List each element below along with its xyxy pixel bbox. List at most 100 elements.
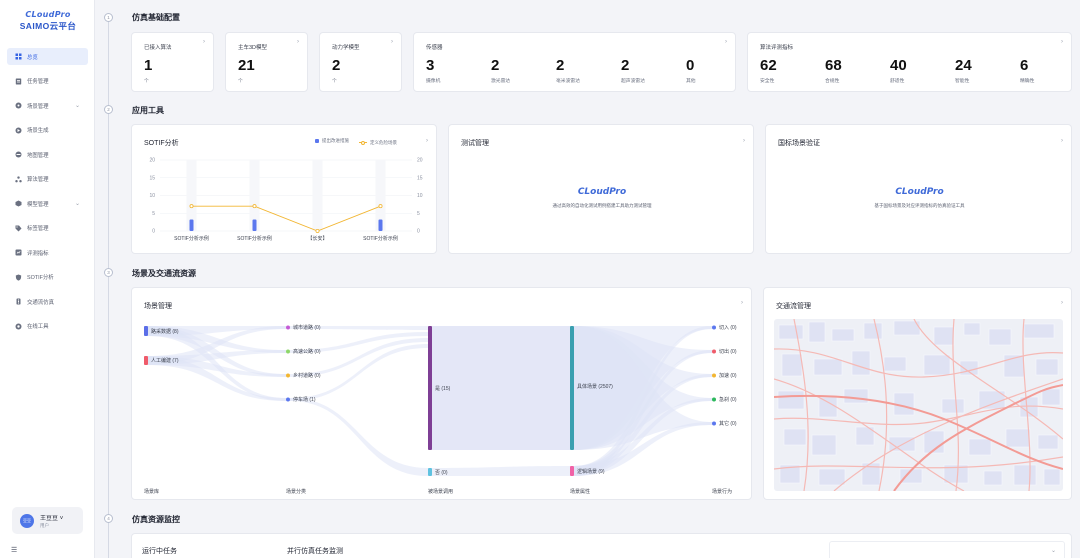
card-title: 测试管理 (461, 140, 489, 147)
chevron-right-icon[interactable]: › (426, 138, 428, 144)
chevron-right-icon[interactable]: › (1061, 138, 1063, 144)
chevron-right-icon[interactable]: › (1061, 300, 1063, 306)
shield-icon (15, 274, 22, 281)
bar-improve[interactable] (252, 219, 257, 231)
card-sensors[interactable]: 传感器 › 3 摄像机 2 激光雷达 2 毫米波雷达 2 超声波雷达 0 其他 (413, 32, 736, 92)
stat-label: 超声波雷达 (621, 79, 645, 84)
chevron-right-icon[interactable]: › (743, 138, 745, 144)
legend-item-danger[interactable]: 定义危险场景 (358, 140, 397, 146)
sidebar-item-0[interactable]: 总览 (7, 48, 88, 65)
sankey-node-category[interactable] (286, 397, 290, 402)
chevron-right-icon[interactable]: › (297, 39, 299, 45)
sankey-node-behavior[interactable] (712, 421, 716, 426)
line-point[interactable] (189, 204, 194, 209)
sidebar-item-label: 场景管理 (27, 103, 49, 110)
card-label: 动力学模型 (332, 45, 360, 51)
stat-value: 68 (825, 57, 842, 74)
sankey-node-lib[interactable] (144, 356, 148, 365)
sankey-link (432, 326, 570, 450)
menu-collapse-icon[interactable]: ☰ (11, 547, 18, 554)
card-traffic-flow[interactable]: 交通流管理 › (763, 287, 1072, 500)
bar-background (249, 160, 260, 231)
cloudpro-logo: CLoudPro (895, 187, 944, 197)
legend-item-improve[interactable]: 提出改进措施 (315, 138, 349, 144)
step-indicator-2: 2 (104, 105, 113, 114)
sankey-node-called[interactable] (428, 468, 432, 476)
chevron-down-icon[interactable]: ⌄ (74, 103, 80, 109)
sidebar-item-1[interactable]: 任务管理 (7, 73, 88, 90)
line-point[interactable] (378, 204, 383, 209)
sankey-node-lib[interactable] (144, 326, 148, 336)
card-3d-models[interactable]: 主车3D模型 › 21 个 (225, 32, 308, 92)
bar-improve[interactable] (378, 219, 383, 231)
stat-label: 其他 (686, 79, 696, 84)
sidebar-item-11[interactable]: 在线工具 (7, 318, 88, 335)
sidebar-item-2[interactable]: 场景管理 ⌄ (7, 97, 88, 114)
sidebar-item-7[interactable]: 标签管理 (7, 220, 88, 237)
section-title-basic-config: 仿真基础配置 (132, 13, 180, 22)
task-icon (15, 78, 22, 85)
card-label: 主车3D模型 (238, 45, 268, 51)
section-title-monitor: 仿真资源监控 (132, 515, 180, 524)
x-tick-label: 【长安】 (307, 235, 327, 242)
chevron-down-icon: ⌄ (1050, 548, 1056, 554)
model-icon (15, 200, 22, 207)
line-point[interactable] (315, 229, 320, 234)
sankey-node-called[interactable] (428, 326, 432, 450)
sankey-label: 急刹 (0) (719, 396, 737, 403)
stat-label: 精确性 (1020, 79, 1035, 84)
sankey-node-category[interactable] (286, 349, 290, 354)
bar-background (312, 160, 323, 231)
card-algorithms[interactable]: 已接入算法 › 1 个 (131, 32, 214, 92)
card-label: 传感器 (426, 45, 443, 51)
card-title: 国标场景验证 (778, 140, 820, 147)
chevron-right-icon[interactable]: › (391, 39, 393, 45)
sidebar-item-3[interactable]: 场景生成 (7, 122, 88, 139)
card-test-management[interactable]: 测试管理 › CLoudPro 通过高效的自动化测试用例搭建工具助力测试管理 (448, 124, 754, 254)
monitor-filter-input[interactable]: ⌄ (829, 541, 1065, 558)
sidebar-item-label: 总览 (27, 54, 38, 61)
x-tick-label: SOTIF分析示例 (363, 235, 398, 242)
card-title: 场景管理 (144, 303, 172, 310)
sankey-node-behavior[interactable] (712, 373, 716, 378)
sankey-node-behavior[interactable] (712, 349, 716, 354)
user-card[interactable]: 豆豆 王豆豆 ˅ 用户 (12, 507, 83, 534)
sidebar-item-8[interactable]: 评测指标 (7, 244, 88, 261)
sankey-node-behavior[interactable] (712, 397, 716, 402)
stat-label: 摄像机 (426, 79, 441, 84)
card-national-scenario[interactable]: 国标场景验证 › CLoudPro 基于国标场景及对应评测指标的仿真验证工具 (765, 124, 1072, 254)
user-menu-caret-icon[interactable]: ˅ (59, 515, 64, 522)
chevron-right-icon[interactable]: › (725, 39, 727, 45)
card-sotif[interactable]: SOTIF分析 提出改进措施 定义危险场景 › 0 0 5 5 10 10 15 15 20 20… (131, 124, 437, 254)
sankey-label: 其它 (0) (719, 420, 737, 427)
line-point[interactable] (252, 204, 257, 209)
stat-label: 安全性 (760, 79, 775, 84)
sankey-node-category[interactable] (286, 325, 290, 330)
sankey-node-category[interactable] (286, 373, 290, 378)
sidebar-item-5[interactable]: 算法管理 (7, 171, 88, 188)
app-logo[interactable]: CLoudPro SAIMO云平台 (14, 10, 82, 32)
sidebar-item-9[interactable]: SOTIF分析 (7, 269, 88, 286)
y-tick-label: 0 (152, 229, 155, 235)
sankey-node-behavior[interactable] (712, 325, 716, 330)
sidebar-item-6[interactable]: 模型管理 ⌄ (7, 195, 88, 212)
sankey-node-attribute[interactable] (570, 326, 574, 450)
chevron-right-icon[interactable]: › (741, 300, 743, 306)
bar-improve[interactable] (189, 219, 194, 231)
chevron-right-icon[interactable]: › (203, 39, 205, 45)
card-eval-metrics[interactable]: 算法评测指标 › 62 安全性 68 合规性 40 舒适性 24 智能性 6 精确性 (747, 32, 1072, 92)
card-dynamics-models[interactable]: 动力学模型 › 2 个 (319, 32, 402, 92)
parallel-monitor-label: 并行仿真任务监测 (287, 548, 343, 555)
user-name: 王豆豆 (40, 515, 59, 522)
sidebar-item-4[interactable]: 地图管理 (7, 146, 88, 163)
chevron-right-icon[interactable]: › (1061, 39, 1063, 45)
brand-subtitle: SAIMO云平台 (19, 21, 77, 31)
algorithm-icon (15, 175, 22, 183)
chevron-down-icon[interactable]: ⌄ (74, 201, 80, 207)
sankey-label: 否 (0) (435, 470, 448, 476)
stat-value: 0 (686, 57, 695, 74)
stat-value: 2 (556, 57, 565, 74)
sidebar-item-10[interactable]: 交通流仿真 (7, 293, 88, 310)
sankey-node-attribute[interactable] (570, 466, 574, 476)
card-scene-management[interactable]: 场景管理 › 路采数据 (8) 人工编建 (7) 城市道路 (0) 高速公路 (0) 乡… (131, 287, 752, 500)
